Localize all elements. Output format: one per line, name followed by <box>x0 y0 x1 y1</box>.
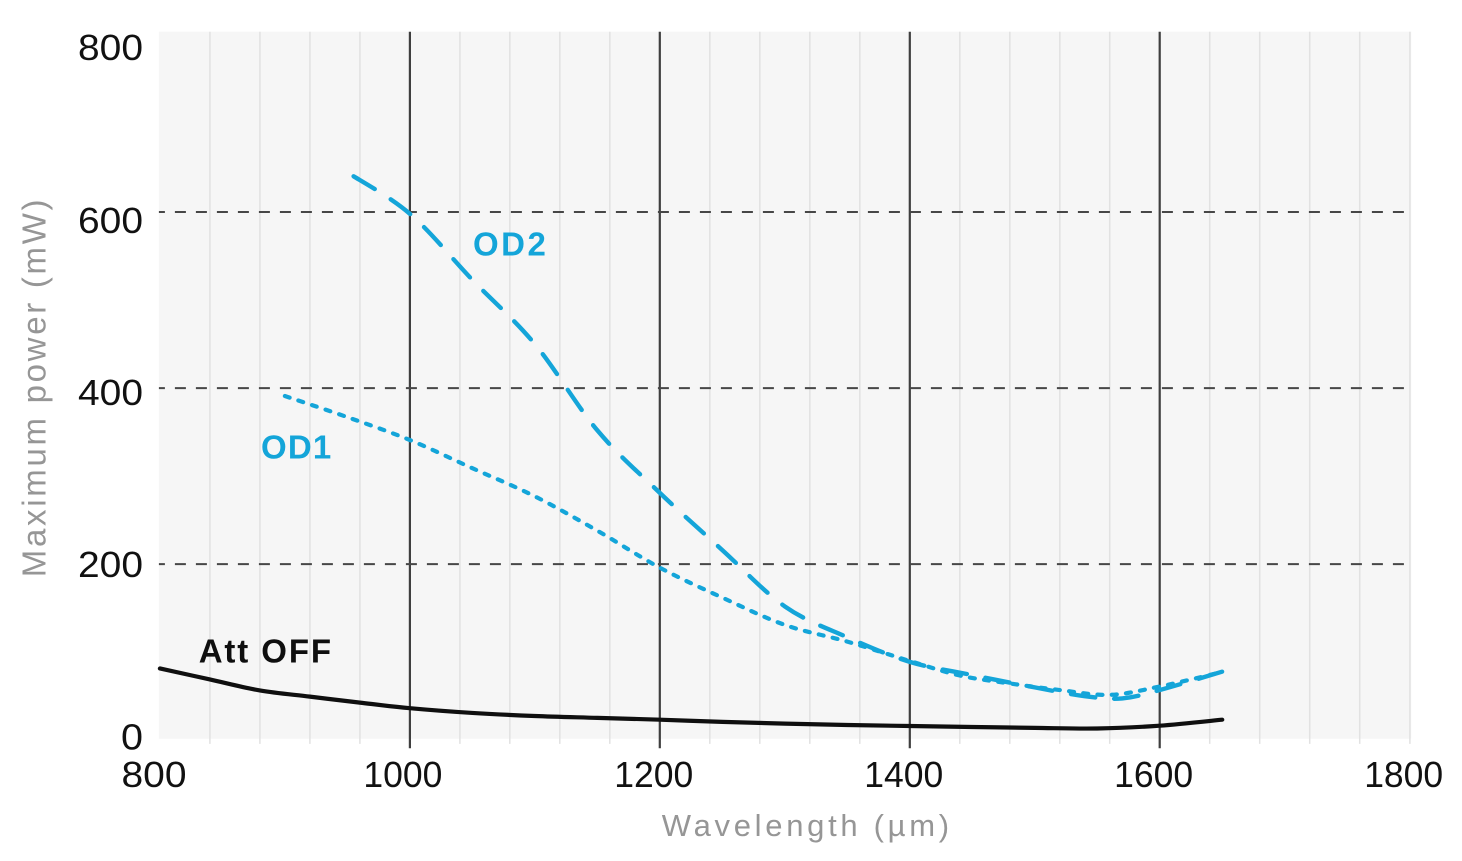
svg-text:1800: 1800 <box>1364 754 1443 795</box>
svg-text:Att OFF: Att OFF <box>199 633 333 670</box>
svg-text:Maximum power (mW): Maximum power (mW) <box>15 197 52 577</box>
svg-text:1200: 1200 <box>614 754 693 795</box>
svg-text:1600: 1600 <box>1114 754 1193 795</box>
svg-text:400: 400 <box>78 372 143 413</box>
svg-text:1400: 1400 <box>864 754 943 795</box>
svg-text:Wavelength (µm): Wavelength (µm) <box>662 808 953 843</box>
svg-text:OD1: OD1 <box>261 429 332 466</box>
svg-text:0: 0 <box>121 717 143 758</box>
svg-text:600: 600 <box>78 200 143 241</box>
svg-text:1000: 1000 <box>363 754 442 795</box>
svg-text:800: 800 <box>78 27 143 68</box>
svg-text:OD2: OD2 <box>473 226 548 263</box>
svg-text:800: 800 <box>122 754 187 795</box>
svg-text:200: 200 <box>78 544 143 585</box>
